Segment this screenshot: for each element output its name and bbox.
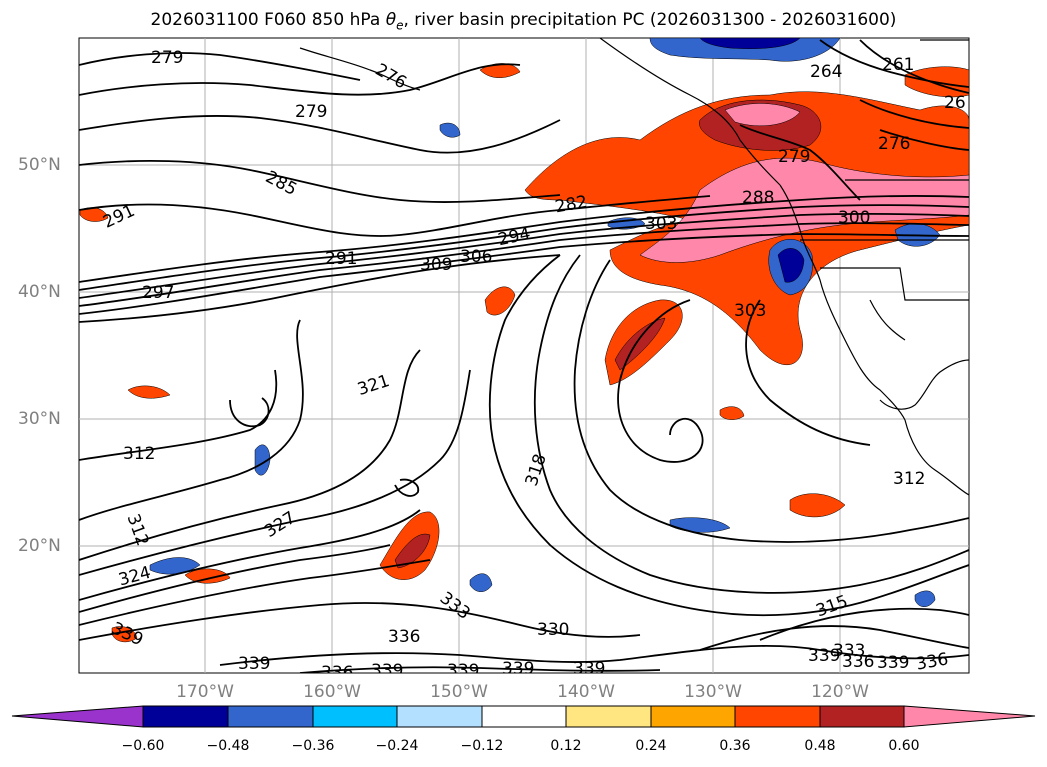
colorbar-tick: −0.12 [460,738,504,754]
lon-label-160w: 160°W [303,682,361,702]
precip-neg-coast-core [777,248,805,283]
contour-label: 336 [915,649,950,674]
contour-label: 279 [295,102,327,122]
lon-label-130w: 130°W [684,682,742,702]
contour-label: 339 [502,659,534,679]
contour-label: 300 [838,208,870,228]
lon-label-170w: 170°W [176,682,234,702]
colorbar-tick: 0.12 [550,738,582,754]
contour-label: 312 [893,469,925,489]
precip-area-hawaii-core [394,533,431,569]
contour-label: 261 [882,55,914,75]
colorbar-segment [819,705,905,728]
precip-area-sub-c [789,493,846,518]
contour-label: 339 [877,653,909,673]
coastlines [299,38,969,496]
precip-neg-z [914,590,936,607]
colorbar-tick: 0.24 [635,738,667,754]
lon-label-140w: 140°W [557,682,615,702]
contour-label: 312 [123,444,155,464]
contour-label: 336 [388,627,420,647]
colorbar-segment [142,705,229,728]
precip-area-sub-i [719,406,745,420]
colorbar-tick: 0.48 [804,738,836,754]
colorbar-segment [565,705,652,728]
contour-label: 303 [645,214,677,234]
theta-e-contours [79,39,969,673]
colorbar-tick: −0.36 [291,738,335,754]
lat-label-20n: 20°N [18,536,61,556]
colorbar-segment [650,705,736,728]
colorbar-extend-high [903,705,1036,728]
lon-label-120w: 120°W [811,682,869,702]
lat-label-30n: 30°N [18,409,61,429]
figure-title: 2026031100 F060 850 hPa θe, river basin … [150,10,897,33]
contour-label: 336 [321,663,353,683]
contour-label: 279 [778,147,810,167]
contour-labels: 279 279 276 264 261 26 285 291 282 303 2… [100,48,966,683]
contour-label: 26 [944,93,966,113]
contour-label: 297 [142,283,174,303]
precip-area-sub-e [127,385,171,399]
contour-label: 309 [420,255,452,275]
colorbar-tick: −0.60 [121,738,165,754]
colorbar-tick: 0.36 [719,738,751,754]
colorbar-segment [481,705,567,728]
precip-neg-q [439,122,461,138]
colorbar-extend-low [11,705,144,728]
contour-label: 291 [325,249,357,269]
colorbar-segment [734,705,821,728]
contour-label: 336 [842,652,874,672]
lat-label-40n: 40°N [18,282,61,302]
colorbar-segment [312,705,398,728]
contour-label: 279 [151,48,183,68]
precip-neg-y [469,573,493,592]
contour-label: 264 [810,62,842,82]
precip-area-north-core [724,103,801,127]
contour-label: 330 [537,620,569,640]
precip-neg-x [254,444,271,476]
precip-area-sub-b [484,286,516,316]
contour-label: 303 [734,301,766,321]
precip-neg-north-core [699,38,801,49]
colorbar-segment [396,705,483,728]
contour-label: 339 [808,646,840,666]
contour-label: 333 [833,641,865,661]
contour-label: 339 [238,654,270,674]
colorbar-tick: 0.60 [888,738,920,754]
contour-label: 339 [371,661,403,681]
colorbar-tick: −0.24 [375,738,419,754]
precip-neg-north [649,38,841,62]
colorbar-tick: −0.48 [206,738,250,754]
contour-label: 276 [878,134,910,154]
contour-label: 306 [460,247,492,267]
contour-label: 288 [742,188,774,208]
lat-label-50n: 50°N [18,155,61,175]
precip-neg-w [149,557,201,575]
colorbar [11,705,1036,728]
contour-label: 339 [573,659,605,679]
colorbar-segment [227,705,314,728]
contour-label: 339 [447,661,479,681]
lon-label-150w: 150°W [430,682,488,702]
precip-negative-shading [149,38,941,607]
